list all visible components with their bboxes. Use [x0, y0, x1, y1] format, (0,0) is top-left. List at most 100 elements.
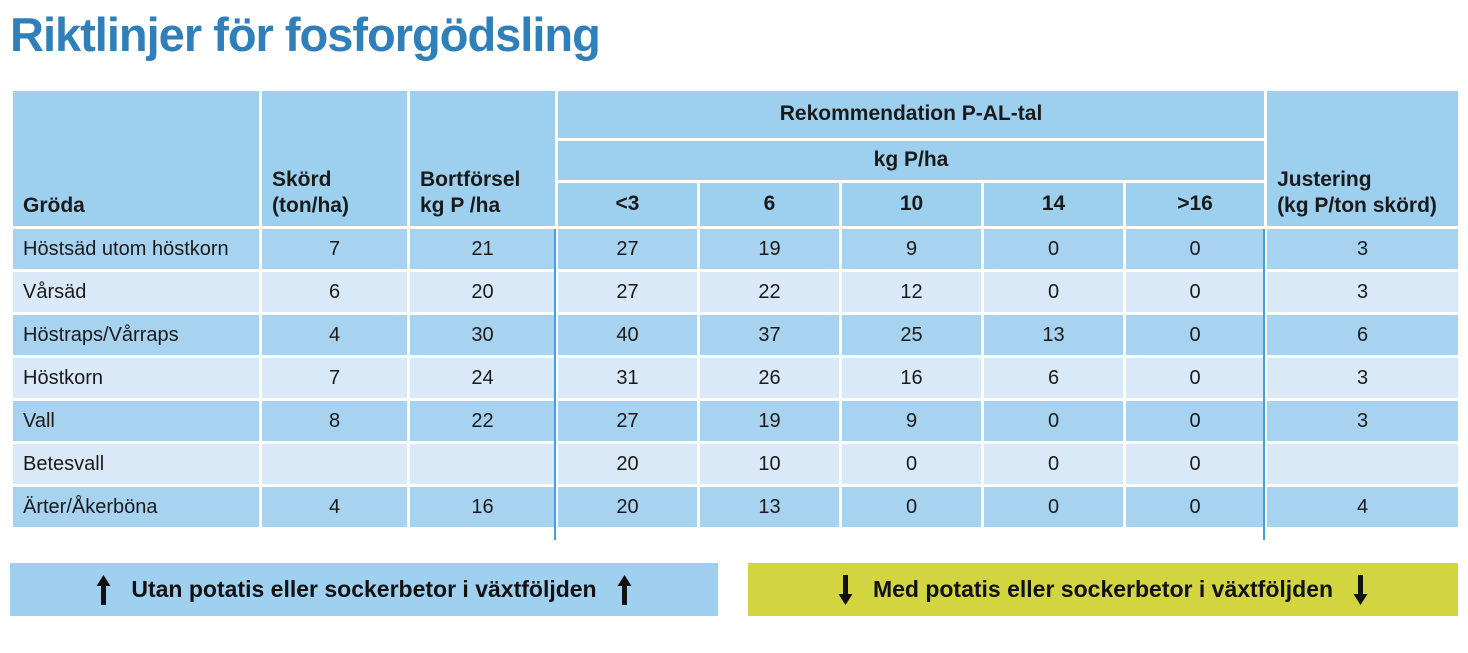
- value-cell: 10: [697, 441, 842, 487]
- value-cell: 21: [407, 226, 558, 272]
- col-header-skord-line2: (ton/ha): [272, 193, 349, 217]
- value-cell: 16: [407, 484, 558, 530]
- col-header-pal-level: <3: [555, 180, 700, 229]
- up-arrow-icon: [96, 574, 111, 605]
- value-cell: 19: [697, 226, 842, 272]
- banner-with-label: Med potatis eller sockerbetor i växtfölj…: [872, 576, 1334, 602]
- value-cell: 31: [555, 355, 700, 401]
- crop-name-cell: Ärter/Åkerböna: [10, 484, 262, 530]
- value-cell: 27: [555, 398, 700, 444]
- header-row-unit: kg P/ha: [12, 138, 1460, 183]
- value-cell: 26: [697, 355, 842, 401]
- col-header-pal-level: 14: [981, 180, 1126, 229]
- col-header-pal-level: >16: [1122, 180, 1268, 229]
- banner-without-label: Utan potatis eller sockerbetor i växtföl…: [131, 576, 597, 602]
- crop-name-cell: Betesvall: [10, 441, 262, 487]
- down-arrow-icon: [838, 574, 853, 605]
- value-cell: 3: [1264, 269, 1462, 315]
- value-cell: 30: [407, 312, 558, 358]
- col-header-skord-line1: Skörd: [272, 167, 332, 191]
- header-row-group: Gröda Skörd (ton/ha) Bortförsel kg P /ha…: [10, 88, 1462, 229]
- value-cell: 4: [259, 484, 410, 530]
- col-header-bortforsel: Bortförsel kg P /ha: [407, 88, 558, 229]
- guidelines-table-wrap: Gröda Skörd (ton/ha) Bortförsel kg P /ha…: [10, 88, 1462, 540]
- table-row: Vall 8 22 27 19 9 0 0 3: [10, 398, 1462, 444]
- col-header-justering: Justering (kg P/ton skörd): [1264, 88, 1462, 229]
- value-cell: 4: [1264, 484, 1462, 530]
- value-cell: 0: [1122, 226, 1268, 272]
- table-row: Höstkorn 7 24 31 26 16 6 0 3: [10, 355, 1462, 401]
- value-cell: 0: [1122, 355, 1268, 401]
- table-row: Betesvall 20 10 0 0 0: [10, 441, 1462, 487]
- value-cell: [407, 441, 558, 487]
- value-cell: 9: [839, 226, 984, 272]
- table-row: Höstsäd utom höstkorn 7 21 27 19 9 0 0 3: [10, 226, 1462, 272]
- value-cell: 25: [839, 312, 984, 358]
- value-cell: 19: [697, 398, 842, 444]
- value-cell: 0: [1122, 441, 1268, 487]
- guidelines-table: Gröda Skörd (ton/ha) Bortförsel kg P /ha…: [10, 88, 1462, 530]
- value-cell: 3: [1264, 398, 1462, 444]
- value-cell: 22: [407, 398, 558, 444]
- down-arrow-icon: [1353, 574, 1368, 605]
- col-header-justering-line2: (kg P/ton skörd): [1277, 193, 1437, 217]
- table-header: Gröda Skörd (ton/ha) Bortförsel kg P /ha…: [10, 88, 1462, 229]
- banner-without-potatoes: Utan potatis eller sockerbetor i växtföl…: [10, 563, 718, 616]
- legend-banners: Utan potatis eller sockerbetor i växtföl…: [10, 563, 1458, 616]
- value-cell: 0: [1122, 484, 1268, 530]
- value-cell: 27: [555, 269, 700, 315]
- value-cell: 20: [407, 269, 558, 315]
- banner-with-potatoes: Med potatis eller sockerbetor i växtfölj…: [748, 563, 1458, 616]
- crop-name-cell: Vårsäd: [10, 269, 262, 315]
- col-header-skord: Skörd (ton/ha): [259, 88, 410, 229]
- value-cell: 6: [981, 355, 1126, 401]
- value-cell: 0: [839, 441, 984, 487]
- value-cell: 0: [981, 226, 1126, 272]
- value-cell: 0: [981, 441, 1126, 487]
- crop-name-cell: Vall: [10, 398, 262, 444]
- value-cell: 6: [259, 269, 410, 315]
- value-cell: 27: [555, 226, 700, 272]
- crop-name-cell: Höstraps/Vårraps: [10, 312, 262, 358]
- up-arrow-icon: [617, 574, 632, 605]
- col-header-pal-level: 10: [839, 180, 984, 229]
- crop-name-cell: Höstkorn: [10, 355, 262, 401]
- value-cell: 13: [697, 484, 842, 530]
- table-row: Ärter/Åkerböna 4 16 20 13 0 0 0 4: [10, 484, 1462, 530]
- value-cell: 0: [1122, 269, 1268, 315]
- col-header-pal-level: 6: [697, 180, 842, 229]
- table-body: Höstsäd utom höstkorn 7 21 27 19 9 0 0 3 Vårsäd 6 2…: [10, 226, 1462, 530]
- value-cell: 0: [839, 484, 984, 530]
- value-cell: 37: [697, 312, 842, 358]
- col-header-bortforsel-line2: kg P /ha: [420, 193, 501, 217]
- value-cell: 20: [555, 484, 700, 530]
- value-cell: 6: [1264, 312, 1462, 358]
- value-cell: 4: [259, 312, 410, 358]
- value-cell: 16: [839, 355, 984, 401]
- pal-levels-row: <3 6 10 14 >16: [12, 180, 1460, 229]
- value-cell: 24: [407, 355, 558, 401]
- table-row: Vårsäd 6 20 27 22 12 0 0 3: [10, 269, 1462, 315]
- value-cell: 0: [1122, 398, 1268, 444]
- value-cell: 7: [259, 355, 410, 401]
- col-header-rekommendation: Rekommendation P-AL-tal: [554, 88, 1268, 141]
- value-cell: 0: [981, 398, 1126, 444]
- value-cell: 3: [1264, 355, 1462, 401]
- value-cell: 0: [981, 484, 1126, 530]
- table-row: Höstraps/Vårraps 4 30 40 37 25 13 0 6: [10, 312, 1462, 358]
- value-cell: 0: [981, 269, 1126, 315]
- value-cell: 7: [259, 226, 410, 272]
- page-title: Riktlinjer för fosforgödsling: [10, 8, 601, 61]
- value-cell: 20: [555, 441, 700, 487]
- value-cell: 22: [697, 269, 842, 315]
- value-cell: 12: [839, 269, 984, 315]
- value-cell: [1264, 441, 1462, 487]
- col-header-unit: kg P/ha: [554, 138, 1268, 183]
- value-cell: 13: [981, 312, 1126, 358]
- col-header-justering-line1: Justering: [1277, 167, 1372, 191]
- value-cell: 8: [259, 398, 410, 444]
- col-header-groda: Gröda: [10, 88, 262, 229]
- value-cell: 0: [1122, 312, 1268, 358]
- col-header-bortforsel-line1: Bortförsel: [420, 167, 521, 191]
- value-cell: 40: [555, 312, 700, 358]
